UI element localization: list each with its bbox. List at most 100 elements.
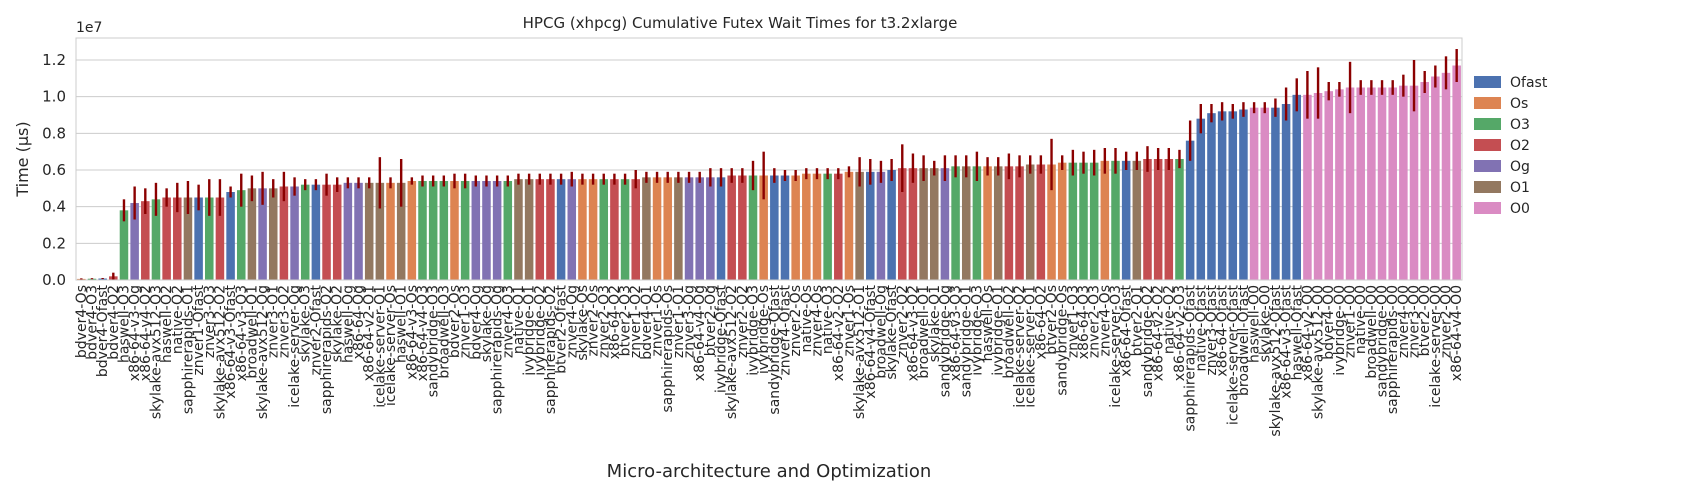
bar [1335,89,1344,280]
x-tick-label: znver4-Os [1097,285,1113,357]
bar [1164,159,1174,280]
bar [87,278,97,280]
bar [631,179,640,280]
x-tick-label: btver2-O3 [618,285,634,356]
bar [524,179,534,280]
bar [311,184,321,280]
bar [780,175,790,280]
bar [834,173,843,280]
y-tick-label: 1.0 [42,88,66,106]
x-tick-label: sapphirerapids-O2 [543,285,559,414]
bar [876,171,886,280]
x-tick-label: x86-64-Og [351,285,367,359]
bar [1271,107,1280,281]
legend-label: Og [1510,159,1530,175]
bar [300,184,310,280]
bar [1143,159,1152,280]
x-tick-label: skylake-O0 [1257,285,1273,362]
x-tick-label: znver2-Os [586,285,602,357]
x-tick-label: ivybridge-O3 [746,285,762,376]
x-tick-label: sandybridge-O0 [1375,285,1391,397]
x-tick-label: btver2-O0 [1417,285,1433,356]
bar [418,181,427,280]
x-tick-label: znver1-Os [841,285,857,357]
bar [716,177,726,280]
x-tick-label: znver1-O3 [1065,285,1081,358]
bar [993,166,1003,280]
x-tick-label: skylake-Ofast [884,285,900,380]
bar [503,181,513,280]
x-tick-label: btver2-Og [703,285,719,356]
bar [428,181,438,280]
x-tick-label: x86-64-O2 [607,285,623,359]
y-tick-label: 0.6 [42,161,66,179]
y-tick-label: 0.8 [42,124,66,142]
bar [844,171,854,280]
legend-label: Os [1510,96,1528,112]
bar [578,179,587,280]
x-tick-label: x86-64-Ofast [1215,284,1231,376]
bar [1239,109,1248,280]
bar [812,173,822,280]
x-tick-label: native-O2 [1161,285,1177,354]
x-tick-label: sandybridge-Ofast [767,284,783,414]
bar [866,171,875,280]
x-tick-label: ivybridge-Ofast [714,284,730,393]
bar [1281,104,1291,280]
bar [759,175,768,280]
bar [1079,162,1088,280]
error-bars [80,49,1458,280]
bar [929,168,939,280]
bar [684,177,694,280]
x-tick-label: znver1-Os [650,285,666,357]
x-tick-label: skylake-avx512-O3 [148,285,164,419]
bar [194,197,203,280]
x-tick-label: native-O2 [170,285,186,354]
bar [642,177,651,280]
bar [770,175,779,280]
bar [546,179,555,280]
bar [514,179,523,280]
x-tick-label: x86-64-O2 [1033,285,1049,359]
bar [1409,85,1419,281]
x-tick-label: znver3-O3 [202,285,218,358]
bar [396,182,406,280]
bars [77,65,1461,281]
bar [1388,87,1397,280]
x-tick-label: sapphirerapids-Ofast [1183,284,1199,431]
bar [247,188,257,280]
x-tick-label: x86-64-v2-O0 [1300,285,1316,381]
x-tick-label: bdver4-O1 [639,285,655,360]
x-tick-label: znver3-O1 [266,285,282,358]
x-tick-label: znver2-Ofast [308,285,324,376]
bar [919,168,928,280]
y-tick-label: 0.2 [42,234,66,252]
bar [482,181,491,280]
x-tick-label: sandybridge-O3 [426,285,442,397]
x-tick-label: skylake-avx512-O0 [1311,285,1327,419]
legend-swatch [1474,160,1501,172]
x-tick-label: znver1-O3 [458,285,474,358]
bar [802,173,811,280]
x-tick-label: broadwell-O1 [916,285,932,379]
bar [706,177,715,280]
x-tick-label: sapphirerapids-Os [660,285,676,413]
x-tick-label: icelake-server-O0 [1428,285,1444,408]
x-tick-label: skylake-O2 [330,285,346,362]
x-tick-label: ivybridge-O1 [522,285,538,376]
bar [1196,118,1206,281]
bar [343,182,353,280]
bar [588,179,598,280]
x-tick-label: haswell-O0 [1247,285,1263,363]
x-tick-label: ivybridge-O2 [532,285,548,376]
bar [290,186,299,280]
x-tick-label: bdver4-O0 [1321,285,1337,360]
x-tick-label: icelake-server-O1 [372,285,388,408]
x-tick-label: native-Os [799,285,815,352]
x-tick-label: znver2-O2 [895,285,911,358]
bar [940,168,950,280]
y-tick-labels: 0.0 0.2 0.4 0.6 0.8 1.0 1.2 [42,51,66,289]
bar [961,166,971,280]
bar [1313,93,1323,280]
bar [663,177,672,280]
